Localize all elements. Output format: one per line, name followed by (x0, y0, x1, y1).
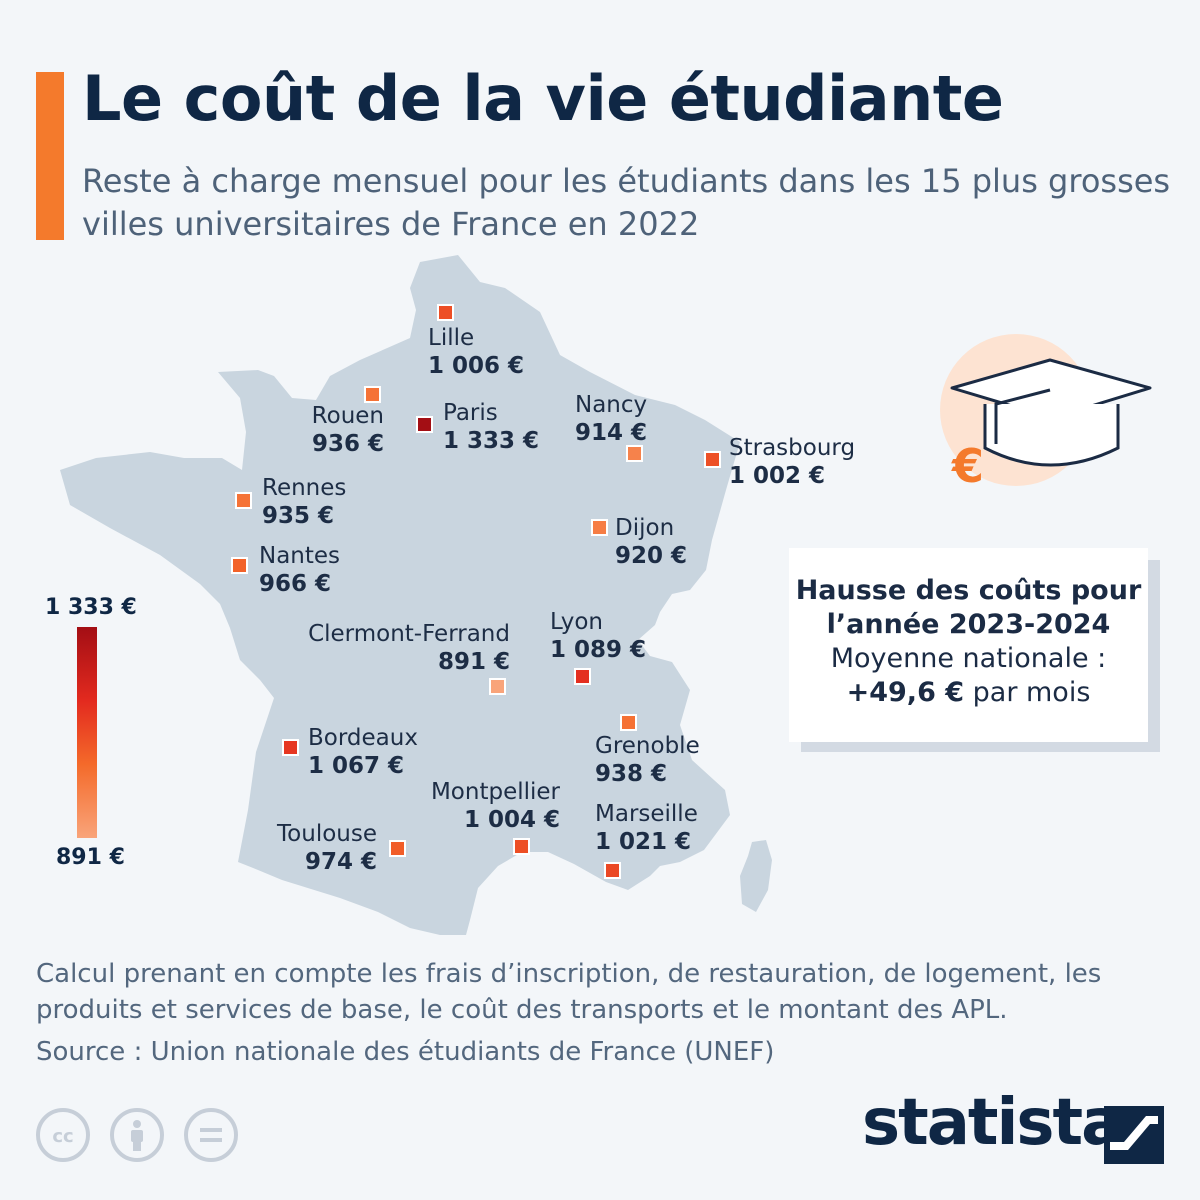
info-line-4: +49,6 € par mois (789, 676, 1148, 710)
accent-bar (36, 72, 64, 240)
city-marker-marseille (604, 862, 621, 879)
info-line-2: l’année 2023-2024 (826, 609, 1111, 640)
city-marker-grenoble (620, 714, 637, 731)
city-label-nantes: Nantes 966 € (259, 543, 341, 597)
legend-min-label: 891 € (56, 845, 125, 870)
city-marker-lyon (574, 668, 591, 685)
source-link[interactable]: Source : Union nationale des étudiants d… (36, 1037, 775, 1067)
city-marker-strasbourg (704, 451, 721, 468)
legend-max-label: 1 333 € (45, 595, 137, 620)
corsica (740, 840, 772, 912)
info-suffix: par mois (964, 677, 1091, 708)
statista-logo-text[interactable]: statista (862, 1086, 1124, 1160)
graduation-cap-icon (940, 334, 1152, 486)
city-label-rouen: Rouen 936 € (311, 403, 384, 457)
city-marker-dijon (591, 519, 608, 536)
city-label-grenoble: Grenoble 938 € (595, 733, 700, 787)
city-marker-nancy (626, 445, 643, 462)
city-label-nancy: Nancy 914 € (575, 392, 648, 446)
footnote: Calcul prenant en compte les frais d’ins… (36, 959, 1102, 1025)
city-label-paris: Paris 1 333 € (443, 400, 540, 454)
page-title: Le coût de la vie étudiante (82, 62, 1004, 135)
page-subtitle: Reste à charge mensuel pour les étudiant… (82, 162, 1171, 243)
city-marker-montpellier (513, 838, 530, 855)
city-label-montpellier: Montpellier 1 004 € (430, 779, 560, 833)
city-marker-nantes (231, 557, 248, 574)
info-amount: +49,6 € (846, 677, 965, 708)
svg-text:cc: cc (52, 1126, 73, 1147)
city-label-clermont-ferrand: Clermont-Ferrand 891 € (308, 621, 510, 675)
legend-color-scale (77, 627, 97, 838)
city-label-toulouse: Toulouse 974 € (277, 821, 377, 875)
city-marker-clermont-ferrand (489, 678, 506, 695)
city-marker-lille (437, 304, 454, 321)
statista-logo-icon[interactable] (1104, 1106, 1164, 1164)
city-marker-toulouse (389, 840, 406, 857)
city-label-lyon: Lyon 1 089 € (550, 609, 647, 663)
euro-icon: € (951, 439, 984, 493)
city-label-dijon: Dijon 920 € (615, 515, 688, 569)
city-marker-paris (416, 416, 433, 433)
info-line-1: Hausse des coûts pour (795, 575, 1142, 606)
cc-icon[interactable]: cc (36, 1108, 90, 1162)
city-marker-rouen (364, 386, 381, 403)
city-label-strasbourg: Strasbourg 1 002 € (729, 435, 856, 489)
attribution-icon[interactable] (110, 1108, 164, 1162)
city-label-marseille: Marseille 1 021 € (595, 801, 698, 855)
info-line-3: Moyenne nationale : (830, 643, 1107, 674)
city-label-rennes: Rennes 935 € (262, 475, 347, 529)
city-marker-bordeaux (282, 739, 299, 756)
france-outline (60, 255, 740, 935)
city-label-lille: Lille 1 006 € (428, 325, 525, 379)
info-box: Hausse des coûts pour l’année 2023-2024 … (789, 548, 1148, 742)
city-label-bordeaux: Bordeaux 1 067 € (308, 725, 418, 779)
no-derivatives-icon[interactable] (184, 1108, 238, 1162)
city-marker-rennes (235, 492, 252, 509)
